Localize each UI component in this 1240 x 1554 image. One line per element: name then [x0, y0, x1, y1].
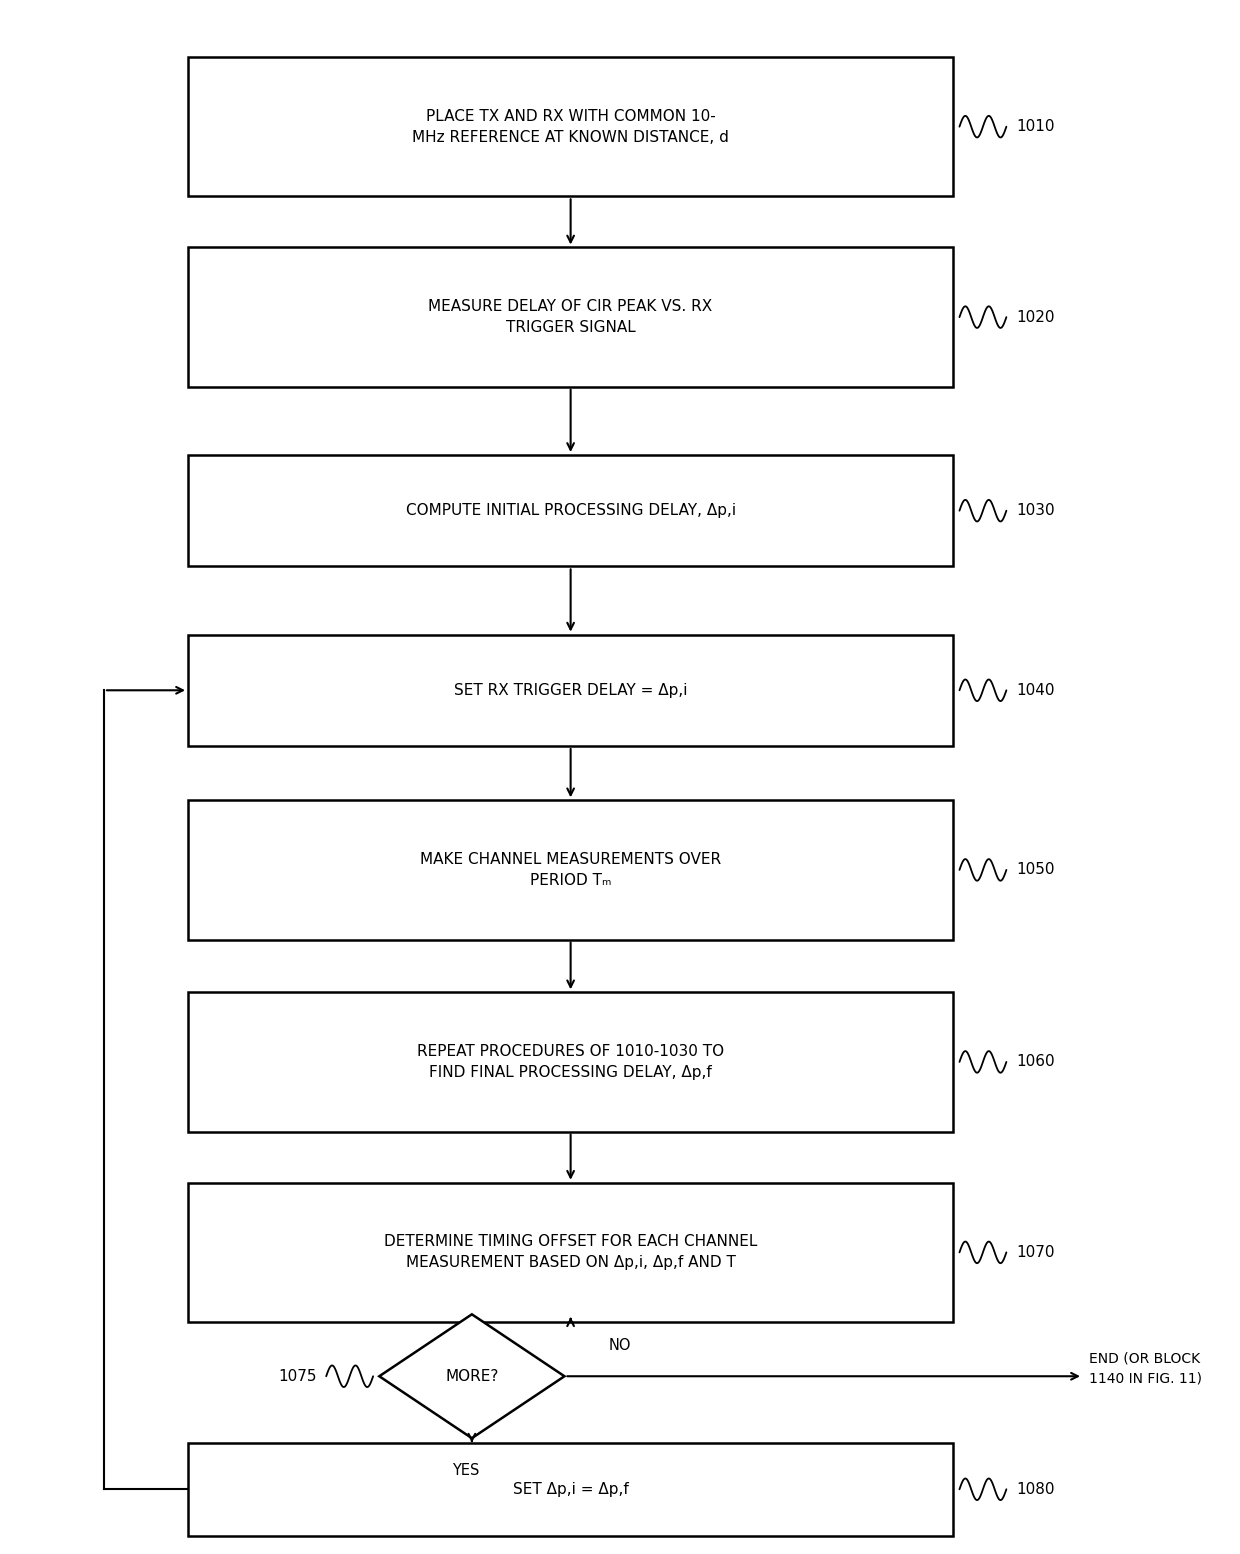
Text: MAKE CHANNEL MEASUREMENTS OVER
PERIOD Tₘ: MAKE CHANNEL MEASUREMENTS OVER PERIOD Tₘ: [420, 852, 722, 887]
Text: 1040: 1040: [1017, 682, 1055, 698]
Text: 1050: 1050: [1017, 862, 1055, 878]
Text: SET Δp,i = Δp,f: SET Δp,i = Δp,f: [513, 1483, 629, 1497]
Text: COMPUTE INITIAL PROCESSING DELAY, Δp,i: COMPUTE INITIAL PROCESSING DELAY, Δp,i: [405, 503, 735, 517]
Text: YES: YES: [453, 1462, 480, 1478]
FancyBboxPatch shape: [188, 1442, 954, 1535]
Text: 1060: 1060: [1017, 1055, 1055, 1069]
Text: END (OR BLOCK
1140 IN FIG. 11): END (OR BLOCK 1140 IN FIG. 11): [1089, 1352, 1202, 1385]
Text: 1075: 1075: [278, 1369, 316, 1383]
Text: NO: NO: [609, 1338, 631, 1354]
Text: 1070: 1070: [1017, 1245, 1055, 1260]
FancyBboxPatch shape: [188, 1183, 954, 1322]
Polygon shape: [379, 1315, 564, 1437]
FancyBboxPatch shape: [188, 800, 954, 940]
Text: 1010: 1010: [1017, 120, 1055, 134]
Text: MORE?: MORE?: [445, 1369, 498, 1383]
Text: SET RX TRIGGER DELAY = Δp,i: SET RX TRIGGER DELAY = Δp,i: [454, 682, 687, 698]
Text: MEASURE DELAY OF CIR PEAK VS. RX
TRIGGER SIGNAL: MEASURE DELAY OF CIR PEAK VS. RX TRIGGER…: [429, 298, 713, 336]
Text: PLACE TX AND RX WITH COMMON 10-
MHz REFERENCE AT KNOWN DISTANCE, d: PLACE TX AND RX WITH COMMON 10- MHz REFE…: [412, 109, 729, 145]
Text: DETERMINE TIMING OFFSET FOR EACH CHANNEL
MEASUREMENT BASED ON Δp,i, Δp,f AND T: DETERMINE TIMING OFFSET FOR EACH CHANNEL…: [384, 1234, 758, 1270]
Text: 1030: 1030: [1017, 503, 1055, 517]
FancyBboxPatch shape: [188, 455, 954, 566]
FancyBboxPatch shape: [188, 247, 954, 387]
Text: REPEAT PROCEDURES OF 1010-1030 TO
FIND FINAL PROCESSING DELAY, Δp,f: REPEAT PROCEDURES OF 1010-1030 TO FIND F…: [417, 1044, 724, 1080]
Text: 1080: 1080: [1017, 1483, 1055, 1497]
Text: 1020: 1020: [1017, 309, 1055, 325]
FancyBboxPatch shape: [188, 993, 954, 1131]
FancyBboxPatch shape: [188, 57, 954, 196]
FancyBboxPatch shape: [188, 634, 954, 746]
